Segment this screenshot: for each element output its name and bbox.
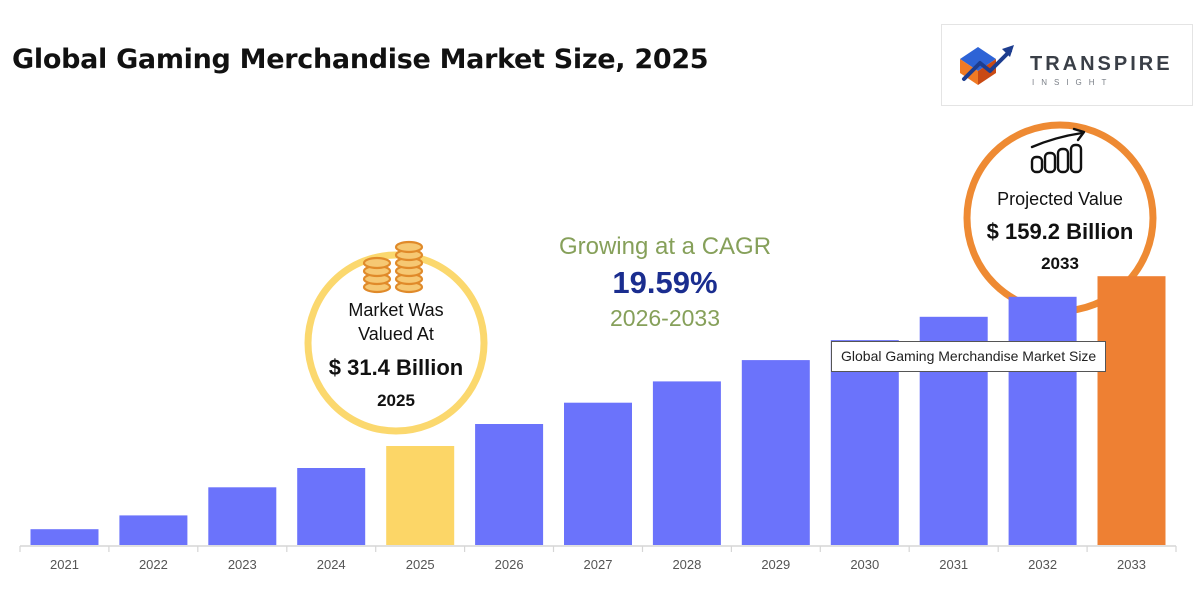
bar-2030 — [830, 340, 899, 545]
x-tick-label-2021: 2021 — [50, 557, 79, 572]
bar-2022 — [119, 515, 188, 545]
x-tick-label-2023: 2023 — [228, 557, 257, 572]
projected-callout-year: 2033 — [1041, 254, 1079, 273]
page-title: Global Gaming Merchandise Market Size, 2… — [12, 44, 709, 75]
base-callout-year: 2025 — [377, 391, 415, 410]
base-callout-line1: Market Was — [348, 300, 444, 320]
x-axis-labels: 2021 2022 2023 2024 2025 2026 2027 2028 2029 2030… — [50, 557, 1146, 572]
x-tick-label-2027: 2027 — [584, 557, 613, 572]
x-tick-label-2033: 2033 — [1117, 557, 1146, 572]
projected-value-callout: Projected Value $ 159.2 Billion 2033 — [966, 187, 1154, 276]
bar-2026 — [475, 424, 544, 545]
cagr-value: 19.59% — [612, 265, 718, 300]
coin-stack-left — [362, 256, 392, 294]
coin — [362, 256, 392, 270]
x-tick-label-2025: 2025 — [406, 557, 435, 572]
bar-2028 — [652, 381, 721, 545]
x-tick-label-2028: 2028 — [672, 557, 701, 572]
bar-2033 — [1097, 276, 1166, 545]
logo-subtitle: INSIGHT — [1032, 78, 1114, 87]
x-tick-label-2032: 2032 — [1028, 557, 1057, 572]
projected-callout-label: Projected Value — [997, 189, 1123, 209]
x-tick-label-2031: 2031 — [939, 557, 968, 572]
x-tick-label-2022: 2022 — [139, 557, 168, 572]
x-tick-label-2029: 2029 — [761, 557, 790, 572]
cagr-label: Growing at a CAGR — [558, 233, 772, 260]
projected-callout-value: $ 159.2 Billion — [986, 219, 1134, 244]
brand-logo: TRANSPIRE INSIGHT — [941, 24, 1193, 106]
coin-stack-right — [394, 240, 424, 294]
bar-2024 — [297, 468, 366, 545]
bar-2032 — [1008, 296, 1077, 545]
coin — [394, 240, 424, 254]
bar-2029 — [741, 360, 810, 545]
bar-2025 — [386, 446, 455, 545]
x-axis-ticks — [19, 546, 1177, 552]
logo-name: TRANSPIRE — [1030, 53, 1173, 75]
base-callout-line2: Valued At — [358, 324, 434, 344]
growth-chart-icon — [1030, 127, 1086, 174]
x-tick-label-2030: 2030 — [850, 557, 879, 572]
x-tick-label-2026: 2026 — [495, 557, 524, 572]
base-year-callout: Market Was Valued At $ 31.4 Billion 2025 — [306, 298, 486, 413]
bar-2027 — [564, 402, 632, 545]
x-tick-label-2024: 2024 — [317, 557, 346, 572]
cagr-callout: Growing at a CAGR 19.59% 2026-2033 — [520, 232, 810, 332]
transpire-logo-icon — [960, 45, 1014, 85]
bar-2023 — [208, 487, 277, 546]
base-callout-value: $ 31.4 Billion — [328, 355, 464, 380]
bar-series — [30, 276, 1166, 546]
chart-tooltip: Global Gaming Merchandise Market Size — [831, 341, 1107, 372]
cagr-range: 2026-2033 — [610, 305, 720, 331]
bar-2021 — [30, 529, 99, 545]
coin-stack-icon — [362, 240, 424, 294]
